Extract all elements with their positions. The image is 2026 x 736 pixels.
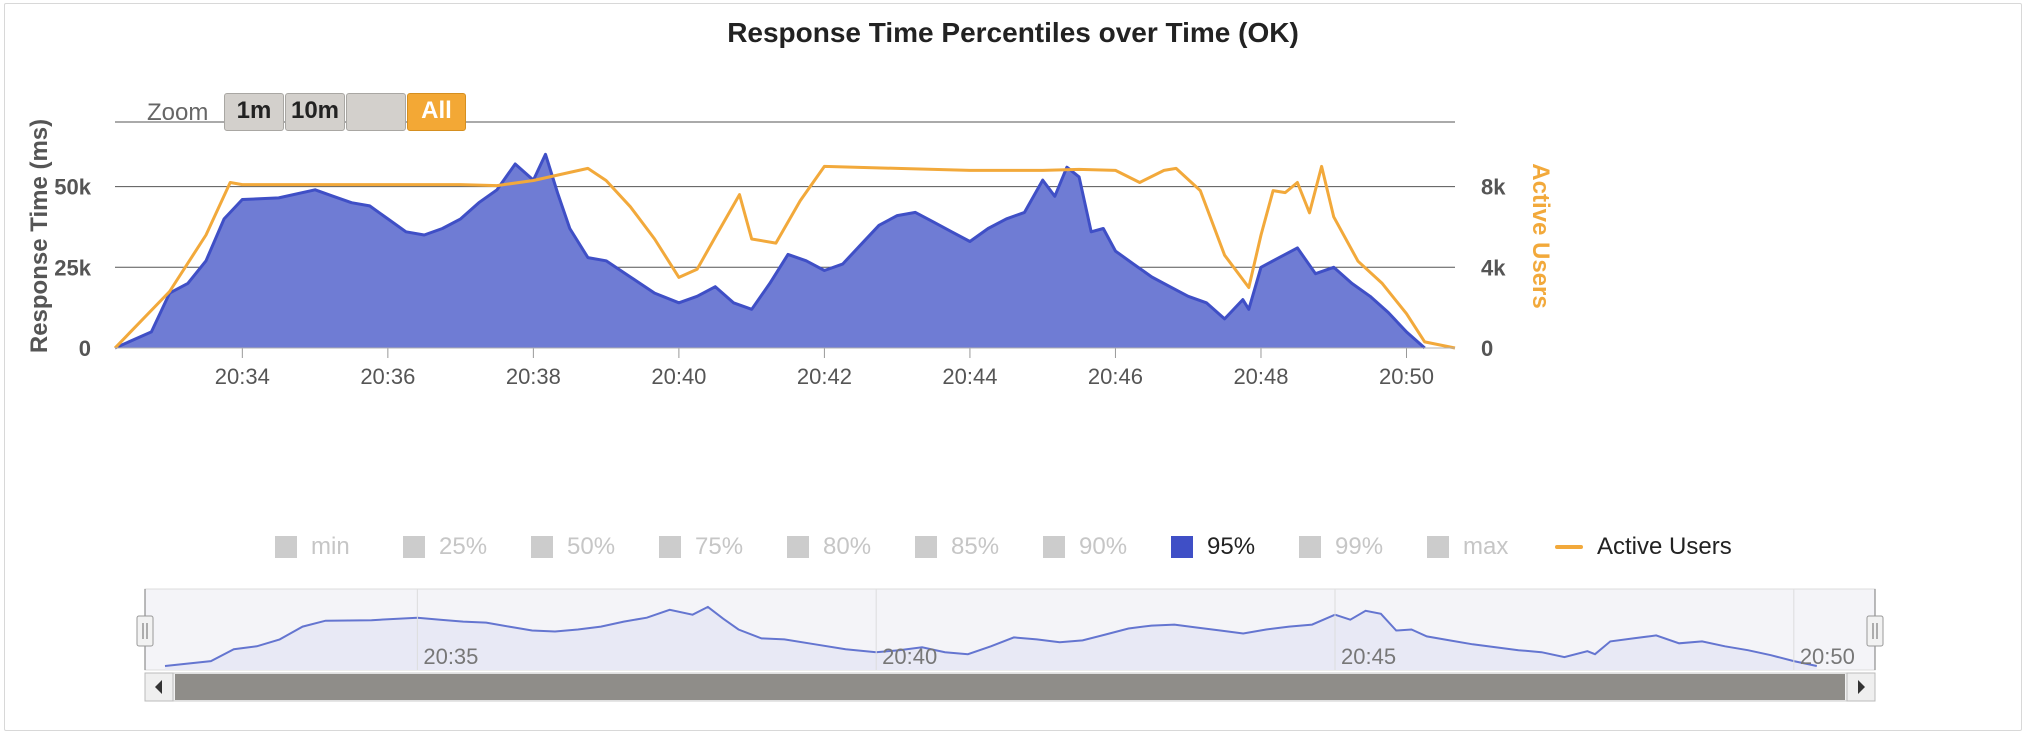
legend-item-99[interactable]: 99% — [1299, 532, 1383, 562]
scroll-left-button[interactable] — [144, 672, 174, 702]
legend-box-symbol — [1043, 536, 1065, 558]
zoom-all-button[interactable]: All — [407, 93, 466, 131]
series-active-users-line — [113, 164, 1456, 350]
series-95-line — [114, 152, 1426, 350]
legend-item-80[interactable]: 80% — [787, 532, 871, 562]
legend-item-95[interactable]: 95% — [1171, 532, 1255, 562]
chart-title: Response Time Percentiles over Time (OK) — [727, 17, 1299, 48]
x-tick-label: 20:42 — [797, 364, 852, 389]
legend-line-symbol — [1555, 545, 1583, 549]
y2-tick-label: 8k — [1481, 175, 1506, 200]
navigator-left-handle-grip — [136, 615, 154, 647]
navigator-line — [164, 605, 1818, 667]
legend-box-symbol — [531, 536, 553, 558]
legend-box-symbol — [403, 536, 425, 558]
legend-item-label: 90% — [1079, 533, 1128, 560]
chevron-left-icon — [155, 680, 162, 694]
legend-item-min[interactable]: min — [275, 532, 350, 562]
legend-item-label: 25% — [439, 533, 488, 560]
legend-item-label: 50% — [567, 533, 616, 560]
legend-item-label: 95% — [1207, 533, 1256, 560]
legend-box-symbol — [1299, 536, 1321, 558]
legend-item-label: max — [1463, 533, 1509, 560]
zoom-label: Zoom — [147, 99, 209, 126]
navigator-tick-label: 20:35 — [423, 644, 478, 669]
legend-item-label: 75% — [695, 533, 744, 560]
legend-item-label: 85% — [951, 533, 1000, 560]
x-tick-label: 20:38 — [506, 364, 561, 389]
navigator-left-handle[interactable] — [136, 615, 154, 647]
x-tick-label: 20:50 — [1379, 364, 1434, 389]
legend-box-symbol — [915, 536, 937, 558]
legend-item-active-users[interactable]: Active Users — [1555, 532, 1732, 562]
legend-item-25[interactable]: 25% — [403, 532, 487, 562]
zoom-blank-button[interactable] — [346, 93, 406, 131]
x-tick-label: 20:40 — [651, 364, 706, 389]
chart-svg: Response Time Percentiles over Time (OK)… — [26, 17, 1884, 702]
x-tick-label: 20:36 — [360, 364, 415, 389]
x-tick-label: 20:48 — [1233, 364, 1288, 389]
chart-container: Response Time Percentiles over Time (OK)… — [4, 3, 2022, 731]
x-tick-label: 20:46 — [1088, 364, 1143, 389]
legend-box-symbol — [1427, 536, 1449, 558]
x-tick-label: 20:44 — [942, 364, 997, 389]
navigator-tick-label: 20:40 — [882, 644, 937, 669]
y-tick-label: 50k — [54, 175, 91, 200]
navigator-tick-label: 20:50 — [1800, 644, 1855, 669]
legend-box-symbol — [1171, 536, 1193, 558]
x-tick-label: 20:34 — [215, 364, 270, 389]
series-95-area — [115, 154, 1425, 348]
y-tick-label: 25k — [54, 255, 91, 280]
scroll-right-button[interactable] — [1846, 672, 1876, 702]
navigator-tick-label: 20:45 — [1341, 644, 1396, 669]
legend: min 25% 50% 75% 80% 85% 90% 95% 99% max Active Use… — [275, 532, 1732, 562]
legend-box-symbol — [787, 536, 809, 558]
y2-axis-title: Active Users — [1527, 163, 1554, 308]
y2-tick-label: 0 — [1481, 336, 1493, 361]
legend-item-label: min — [311, 533, 350, 560]
legend-item-90[interactable]: 90% — [1043, 532, 1127, 562]
zoom-10m-button[interactable]: 10m — [285, 93, 345, 131]
legend-item-label: 80% — [823, 533, 872, 560]
legend-box-symbol — [659, 536, 681, 558]
y-tick-label: 0 — [79, 336, 91, 361]
legend-item-75[interactable]: 75% — [659, 532, 743, 562]
legend-item-85[interactable]: 85% — [915, 532, 999, 562]
zoom-1m-button[interactable]: 1m — [224, 93, 284, 131]
navigator-right-handle[interactable] — [1866, 615, 1884, 647]
navigator-area — [165, 606, 1817, 670]
y-axis-title: Response Time (ms) — [26, 119, 53, 353]
legend-item-label: 99% — [1335, 533, 1384, 560]
legend-box-symbol — [275, 536, 297, 558]
scrollbar-thumb[interactable] — [175, 674, 1845, 700]
legend-item-label: Active Users — [1597, 533, 1732, 560]
legend-item-max[interactable]: max — [1427, 532, 1508, 562]
legend-item-50[interactable]: 50% — [531, 532, 615, 562]
navigator-right-handle-grip — [1866, 615, 1884, 647]
y2-tick-label: 4k — [1481, 255, 1506, 280]
chevron-right-icon — [1858, 680, 1865, 694]
